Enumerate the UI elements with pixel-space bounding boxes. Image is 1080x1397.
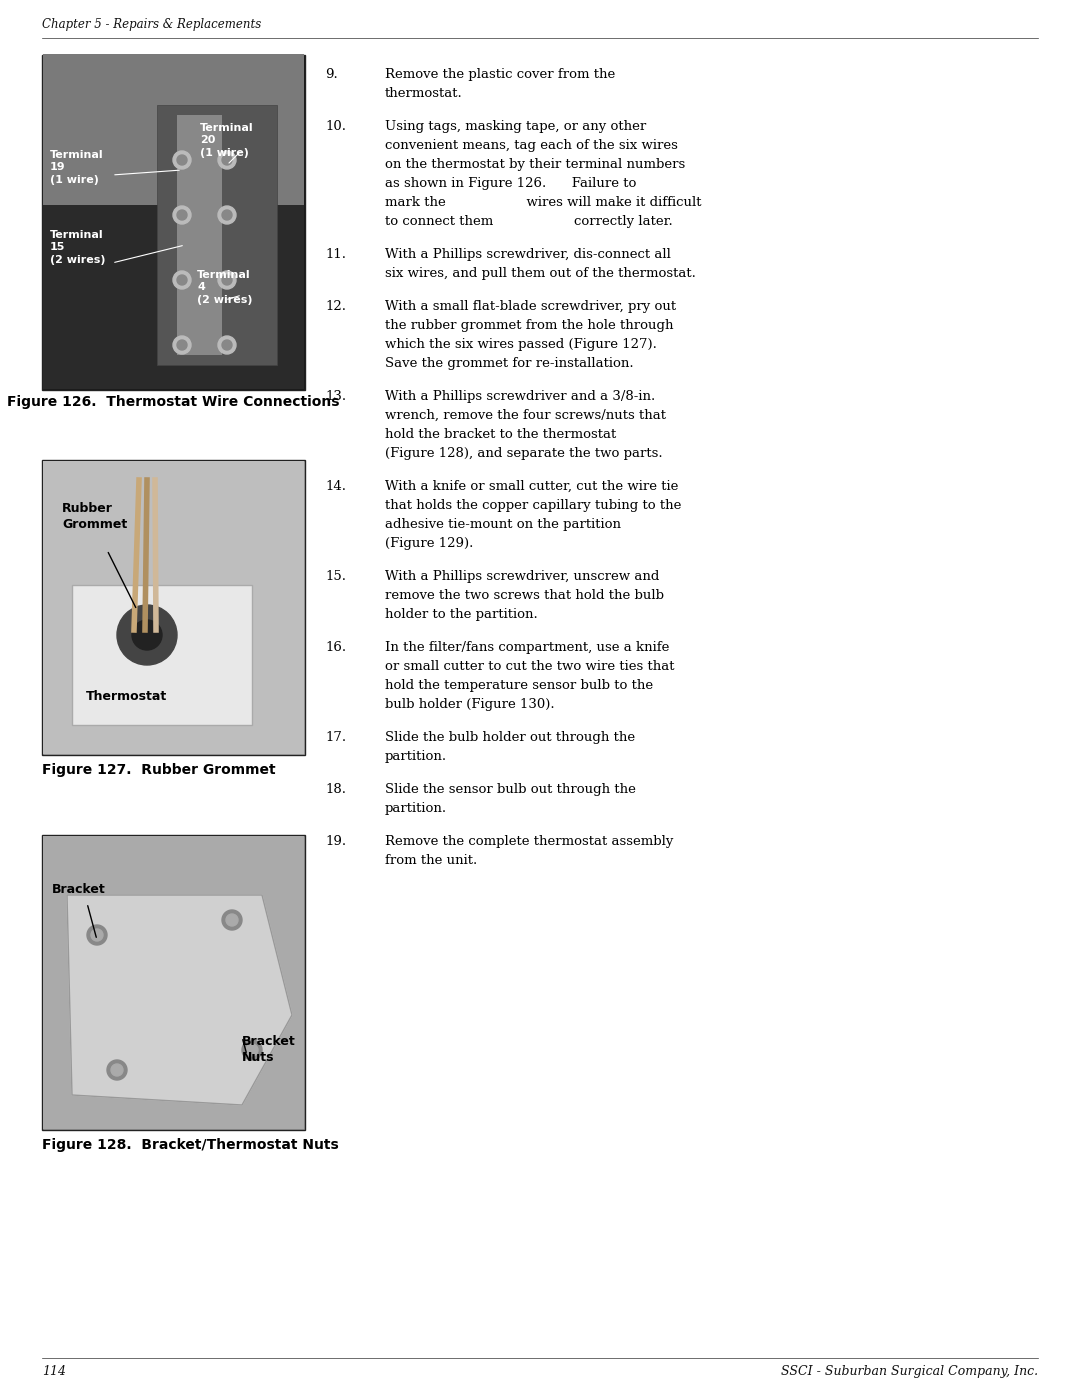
Text: the rubber grommet from the hole through: the rubber grommet from the hole through [384, 319, 674, 332]
Text: which the six wires passed (Figure 127).: which the six wires passed (Figure 127). [384, 338, 657, 351]
Text: thermostat.: thermostat. [384, 87, 462, 101]
Text: 15.: 15. [325, 570, 346, 583]
Bar [43, 835, 303, 1129]
Text: to connect them                   correctly later.: to connect them correctly later. [384, 215, 673, 228]
Text: Slide the sensor bulb out through the: Slide the sensor bulb out through the [384, 782, 636, 796]
Text: adhesive tie-mount on the partition: adhesive tie-mount on the partition [384, 518, 621, 531]
Text: 114: 114 [42, 1365, 66, 1377]
Text: With a small flat-blade screwdriver, pry out: With a small flat-blade screwdriver, pry… [384, 300, 676, 313]
Text: Terminal
4
(2 wires): Terminal 4 (2 wires) [197, 270, 253, 305]
Bar [43, 54, 303, 205]
Text: 16.: 16. [325, 641, 346, 654]
Bar [43, 205, 303, 388]
Circle shape [177, 339, 187, 351]
Circle shape [218, 337, 237, 353]
Bar [42, 460, 305, 754]
Text: Rubber
Grommet: Rubber Grommet [62, 502, 127, 531]
Polygon shape [67, 895, 292, 1105]
Text: Save the grommet for re-installation.: Save the grommet for re-installation. [384, 358, 634, 370]
Text: convenient means, tag each of the six wires: convenient means, tag each of the six wi… [384, 138, 678, 152]
Text: 19.: 19. [325, 835, 346, 848]
Text: on the thermostat by their terminal numbers: on the thermostat by their terminal numb… [384, 158, 685, 170]
Text: mark the                   wires will make it difficult: mark the wires will make it difficult [384, 196, 702, 210]
Bar [157, 105, 276, 365]
Text: holder to the partition.: holder to the partition. [384, 608, 538, 622]
Text: that holds the copper capillary tubing to the: that holds the copper capillary tubing t… [384, 499, 681, 511]
Circle shape [117, 605, 177, 665]
Bar [42, 54, 305, 390]
Text: 17.: 17. [325, 731, 346, 745]
Text: Bracket
Nuts: Bracket Nuts [242, 1035, 296, 1065]
Bar [42, 835, 305, 1130]
Circle shape [222, 909, 242, 930]
Circle shape [218, 151, 237, 169]
Text: 9.: 9. [325, 68, 338, 81]
Circle shape [173, 271, 191, 289]
Circle shape [132, 620, 162, 650]
Text: partition.: partition. [384, 750, 447, 763]
Text: 14.: 14. [325, 481, 346, 493]
Text: Remove the complete thermostat assembly: Remove the complete thermostat assembly [384, 835, 673, 848]
Circle shape [226, 914, 238, 926]
Text: In the filter/fans compartment, use a knife: In the filter/fans compartment, use a kn… [384, 641, 670, 654]
Text: Figure 128.  Bracket/Thermostat Nuts: Figure 128. Bracket/Thermostat Nuts [42, 1139, 339, 1153]
Text: hold the temperature sensor bulb to the: hold the temperature sensor bulb to the [384, 679, 653, 692]
Text: remove the two screws that hold the bulb: remove the two screws that hold the bulb [384, 590, 664, 602]
Circle shape [222, 275, 232, 285]
Text: from the unit.: from the unit. [384, 854, 477, 868]
Circle shape [222, 155, 232, 165]
Circle shape [111, 1065, 123, 1076]
Circle shape [222, 339, 232, 351]
Text: Using tags, masking tape, or any other: Using tags, masking tape, or any other [384, 120, 646, 133]
Text: (Figure 129).: (Figure 129). [384, 536, 473, 550]
Text: Remove the plastic cover from the: Remove the plastic cover from the [384, 68, 616, 81]
Text: as shown in Figure 126.      Failure to: as shown in Figure 126. Failure to [384, 177, 636, 190]
Circle shape [222, 210, 232, 219]
Text: Terminal
20
(1 wire): Terminal 20 (1 wire) [200, 123, 254, 158]
Text: Terminal
19
(1 wire): Terminal 19 (1 wire) [50, 149, 104, 184]
Circle shape [173, 337, 191, 353]
Text: Chapter 5 - Repairs & Replacements: Chapter 5 - Repairs & Replacements [42, 18, 261, 31]
Text: hold the bracket to the thermostat: hold the bracket to the thermostat [384, 427, 617, 441]
Text: Figure 127.  Rubber Grommet: Figure 127. Rubber Grommet [42, 763, 275, 777]
Text: Figure 126.  Thermostat Wire Connections: Figure 126. Thermostat Wire Connections [8, 395, 340, 409]
Text: partition.: partition. [384, 802, 447, 814]
Circle shape [173, 205, 191, 224]
Circle shape [177, 275, 187, 285]
Bar [177, 115, 222, 355]
Text: 12.: 12. [325, 300, 346, 313]
Text: With a Phillips screwdriver, unscrew and: With a Phillips screwdriver, unscrew and [384, 570, 660, 583]
Text: SSCI - Suburban Surgical Company, Inc.: SSCI - Suburban Surgical Company, Inc. [781, 1365, 1038, 1377]
Circle shape [246, 1044, 258, 1056]
Circle shape [177, 155, 187, 165]
Circle shape [173, 151, 191, 169]
Circle shape [91, 929, 103, 942]
Text: 13.: 13. [325, 390, 346, 402]
Text: With a Phillips screwdriver and a 3/8-in.: With a Phillips screwdriver and a 3/8-in… [384, 390, 656, 402]
Text: Thermostat: Thermostat [86, 690, 167, 703]
Text: Slide the bulb holder out through the: Slide the bulb holder out through the [384, 731, 635, 745]
Text: Bracket: Bracket [52, 883, 106, 895]
Text: (Figure 128), and separate the two parts.: (Figure 128), and separate the two parts… [384, 447, 663, 460]
Text: With a Phillips screwdriver, dis-connect all: With a Phillips screwdriver, dis-connect… [384, 249, 671, 261]
Circle shape [242, 1039, 262, 1060]
Text: Terminal
15
(2 wires): Terminal 15 (2 wires) [50, 231, 106, 265]
Circle shape [87, 925, 107, 944]
Text: 18.: 18. [325, 782, 346, 796]
Bar [43, 461, 303, 754]
Text: With a knife or small cutter, cut the wire tie: With a knife or small cutter, cut the wi… [384, 481, 678, 493]
Text: or small cutter to cut the two wire ties that: or small cutter to cut the two wire ties… [384, 659, 675, 673]
Text: 11.: 11. [325, 249, 346, 261]
Circle shape [218, 205, 237, 224]
Text: 10.: 10. [325, 120, 346, 133]
Circle shape [218, 271, 237, 289]
Circle shape [177, 210, 187, 219]
Bar [72, 585, 252, 725]
Text: six wires, and pull them out of the thermostat.: six wires, and pull them out of the ther… [384, 267, 696, 279]
Circle shape [107, 1060, 127, 1080]
Text: wrench, remove the four screws/nuts that: wrench, remove the four screws/nuts that [384, 409, 666, 422]
Text: bulb holder (Figure 130).: bulb holder (Figure 130). [384, 698, 555, 711]
